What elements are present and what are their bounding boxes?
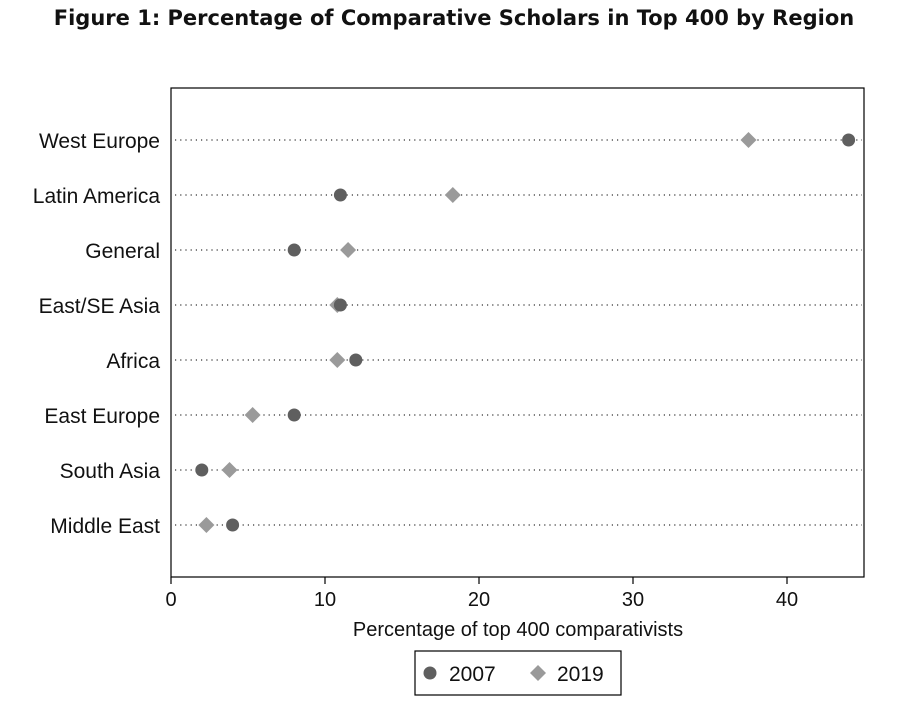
category-label-middle-east: Middle East <box>50 515 160 538</box>
plot-frame <box>170 87 865 578</box>
legend-marker-2007 <box>423 666 437 680</box>
figure-title: Figure 1: Percentage of Comparative Scho… <box>53 6 855 30</box>
data-markers <box>195 132 856 533</box>
x-tick-label-10: 10 <box>314 589 336 611</box>
marker-2007-general <box>287 243 301 257</box>
marker-2007-east-europe <box>287 408 301 422</box>
category-label-south-asia: South Asia <box>60 460 161 483</box>
marker-2019-africa <box>329 352 346 368</box>
legend-label-2007: 2007 <box>449 663 496 686</box>
marker-2007-middle-east <box>226 518 240 532</box>
marker-2019-south-asia <box>221 462 238 478</box>
marker-2019-latin-america <box>444 187 461 203</box>
x-tick-label-30: 30 <box>622 589 644 611</box>
category-labels: West Europe Latin America General East/SE A… <box>33 130 161 538</box>
x-tick-label-20: 20 <box>468 589 490 611</box>
category-label-east-se-asia: East/SE Asia <box>39 295 161 318</box>
x-axis-title: Percentage of top 400 comparativists <box>353 619 683 641</box>
marker-2019-middle-east <box>198 517 215 533</box>
category-label-east-europe: East Europe <box>44 405 160 428</box>
marker-2007-latin-america <box>333 188 347 202</box>
legend-box <box>414 650 622 696</box>
marker-2019-east-europe <box>244 407 261 423</box>
legend-marker-2019 <box>530 665 546 681</box>
marker-2007-east-se-asia <box>333 298 347 312</box>
marker-2007-south-asia <box>195 463 209 477</box>
marker-2007-west-europe <box>842 133 856 147</box>
legend: 2007 2019 <box>414 650 622 696</box>
x-tick-label-40: 40 <box>776 589 798 611</box>
marker-2007-africa <box>349 353 363 367</box>
marker-2019-general <box>340 242 357 258</box>
grid-lines <box>175 139 862 526</box>
category-label-west-europe: West Europe <box>39 130 160 153</box>
category-label-africa: Africa <box>106 350 160 373</box>
x-tick-label-0: 0 <box>165 589 176 611</box>
legend-label-2019: 2019 <box>557 663 604 686</box>
category-label-general: General <box>85 240 160 263</box>
marker-2019-west-europe <box>740 132 757 148</box>
category-label-latin-america: Latin America <box>33 185 161 208</box>
x-axis-ticks: 0 10 20 30 40 <box>165 577 798 611</box>
